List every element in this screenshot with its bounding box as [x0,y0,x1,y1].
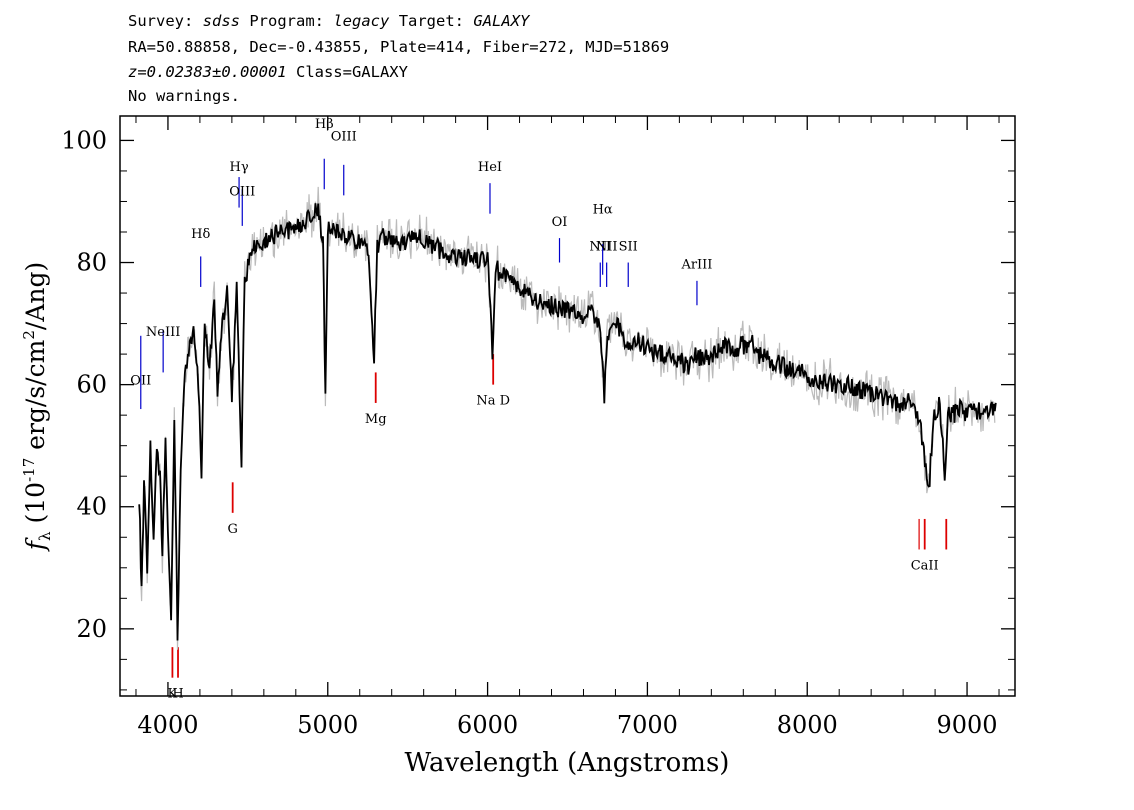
line-label-11: NII [596,239,618,254]
line-label-1: NeIII [146,325,180,340]
line-label-13: ArIII [680,258,712,273]
axis-ticks: 4000 5000 6000 7000 8000 9000 20 40 60 80 100 [61,116,1015,739]
warnings-line: No warnings. [128,87,240,105]
x-tick-label-0: 4000 [137,711,198,739]
y-tick-label-3: 80 [76,249,107,277]
line-label-2: Hδ [191,227,210,242]
header-line-2: RA=50.88858, Dec=-0.43855, Plate=414, Fi… [128,38,670,56]
line-label-4: OIII [229,184,255,199]
y-tick-label-4: 100 [61,126,107,154]
y-axis-title: fλ (10-17 erg/s/cm2/Ang) [20,262,54,552]
line-label-12: SII [619,239,638,254]
line-label-18: Na D [476,394,510,409]
target-label: Target: [398,12,465,30]
header-line-3: z=0.02383±0.00001 Class=GALAXY [128,63,408,81]
x-tick-label-1: 5000 [297,711,358,739]
line-label-10: Hα [593,203,613,218]
flux-error-band [138,186,996,650]
program-value: legacy [333,12,390,30]
line-label-16: G [227,522,237,537]
x-tick-label-2: 6000 [457,711,518,739]
y-tick-label-2: 60 [76,371,107,399]
line-label-19: CaII [911,558,939,573]
x-tick-label-3: 7000 [617,711,678,739]
line-label-5: Hβ [315,117,334,132]
line-label-0: OII [130,374,151,389]
line-label-15: H [172,687,183,702]
line-label-6: OIII [331,129,357,144]
flux-series-line [138,203,997,641]
x-tick-label-4: 8000 [777,711,838,739]
class-value: Class=GALAXY [295,63,408,81]
line-label-14: K [168,687,178,702]
survey-label: Survey: [128,12,194,30]
redshift-value: z=0.02383±0.00001 [128,63,287,81]
line-label-17: Mg [365,412,387,427]
line-label-3: Hγ [230,160,249,175]
y-tick-label-0: 20 [76,615,107,643]
line-label-9: NII [589,239,611,254]
y-tick-label-1: 40 [76,493,107,521]
header-line-1: Survey: sdss Program: legacy Target: GAL… [128,12,529,30]
survey-value: sdss [202,12,240,30]
x-axis-title: Wavelength (Angstroms) [405,748,730,778]
x-tick-label-5: 9000 [937,711,998,739]
line-label-7: HeI [478,160,502,175]
program-label: Program: [249,12,324,30]
plot-frame [119,115,1016,697]
line-label-8: OI [552,215,568,230]
target-value: GALAXY [473,12,530,30]
